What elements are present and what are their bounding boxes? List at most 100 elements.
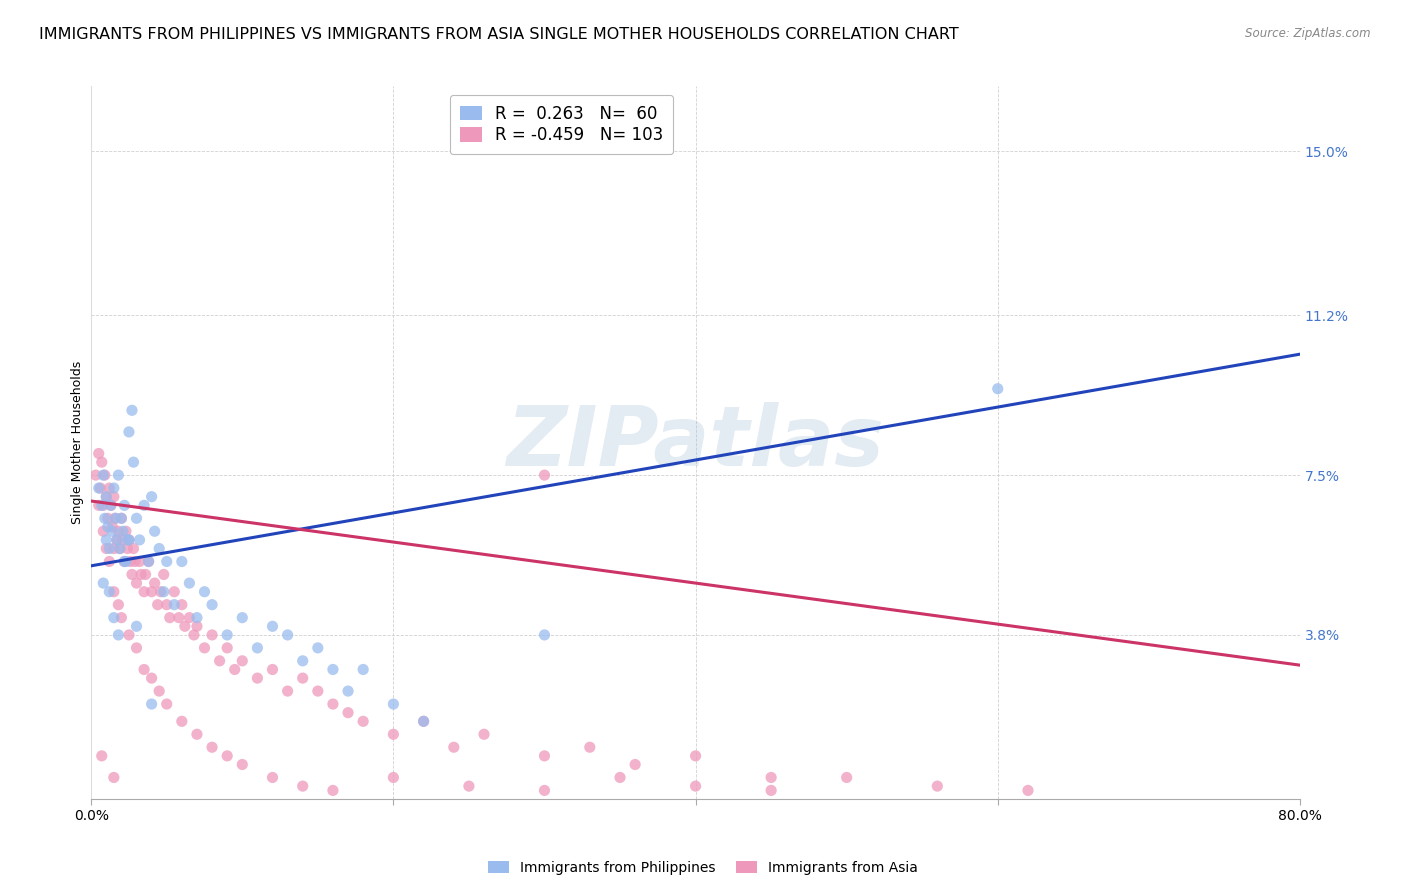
Point [179,576,201,591]
Point [217,640,239,655]
Point [125,640,148,655]
Point [337,706,360,720]
Point [262,619,284,633]
Point [103,490,125,504]
Point [107,628,129,642]
Point [193,584,215,599]
Point [132,584,155,599]
Point [141,671,163,685]
Point [685,779,707,793]
Point [352,714,374,729]
Point [352,663,374,677]
Point [217,628,239,642]
Point [291,671,314,685]
Point [110,511,132,525]
Point [201,628,224,642]
Point [91,468,114,483]
Point [927,779,949,793]
Point [143,524,166,539]
Point [108,541,131,556]
Point [96,490,118,504]
Point [167,610,190,624]
Point [100,499,122,513]
Point [108,541,131,556]
Point [382,727,405,741]
Point [156,554,179,568]
Point [307,684,329,698]
Point [90,499,112,513]
Point [98,541,121,556]
Point [87,446,110,460]
Point [107,524,129,539]
Point [231,757,253,772]
Point [533,783,555,797]
Point [117,541,139,556]
Point [472,727,495,741]
Point [156,697,179,711]
Text: ZIPatlas: ZIPatlas [506,402,884,483]
Point [322,697,344,711]
Point [111,533,134,547]
Point [173,619,195,633]
Point [117,533,139,547]
Point [322,663,344,677]
Point [533,748,555,763]
Point [94,468,117,483]
Point [97,511,120,525]
Point [231,654,253,668]
Point [152,567,174,582]
Point [138,554,160,568]
Point [104,511,127,525]
Point [143,576,166,591]
Point [624,757,647,772]
Point [578,740,600,755]
Point [124,554,146,568]
Point [103,481,125,495]
Point [110,511,132,525]
Point [110,610,132,624]
Text: Source: ZipAtlas.com: Source: ZipAtlas.com [1246,27,1371,40]
Point [277,684,299,698]
Point [382,771,405,785]
Point [103,771,125,785]
Point [141,697,163,711]
Point [163,584,186,599]
Point [533,468,555,483]
Point [118,533,141,547]
Point [609,771,631,785]
Point [128,533,150,547]
Point [118,425,141,439]
Point [89,481,111,495]
Point [208,654,231,668]
Point [115,554,138,568]
Point [105,533,128,547]
Point [91,499,114,513]
Point [291,779,314,793]
Point [262,663,284,677]
Point [170,714,193,729]
Point [186,619,208,633]
Point [201,598,224,612]
Point [122,541,145,556]
Point [97,520,120,534]
Point [90,748,112,763]
Point [382,697,405,711]
Point [90,455,112,469]
Point [132,499,155,513]
Point [138,554,160,568]
Point [141,490,163,504]
Point [107,468,129,483]
Point [128,554,150,568]
Point [96,533,118,547]
Point [163,598,186,612]
Point [458,779,481,793]
Point [224,663,246,677]
Point [685,748,707,763]
Point [987,382,1010,396]
Point [322,783,344,797]
Point [100,499,122,513]
Point [125,619,148,633]
Point [149,584,172,599]
Y-axis label: Single Mother Households: Single Mother Households [72,361,84,524]
Point [148,684,170,698]
